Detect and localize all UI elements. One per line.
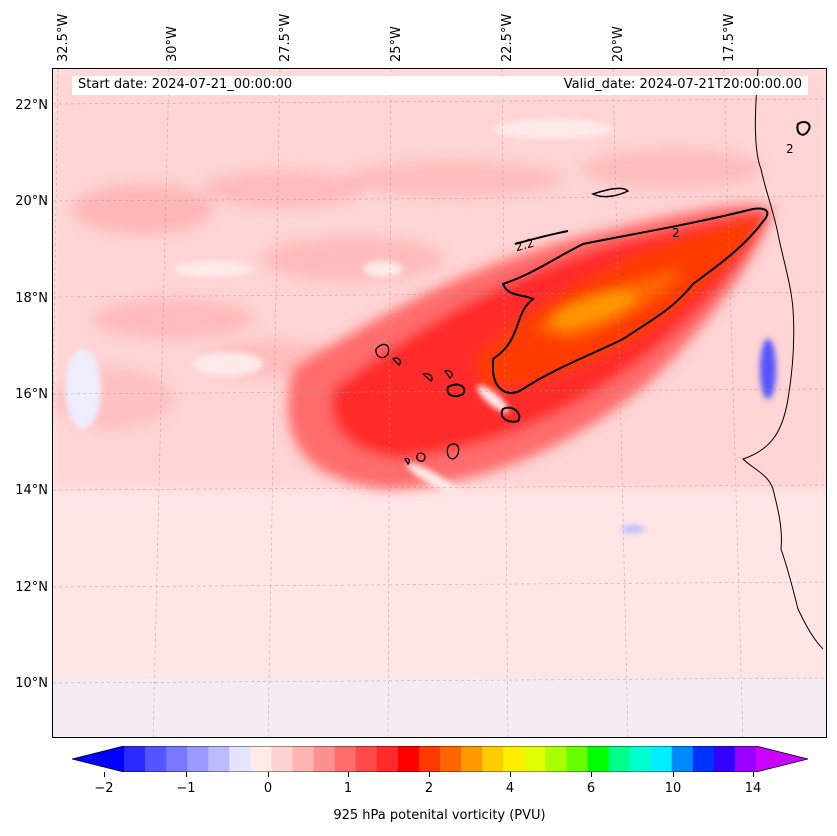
- lat-label: 10°N: [15, 676, 48, 691]
- colorbar-tick: −2: [94, 781, 114, 796]
- pv-contour-2-north: [591, 187, 630, 198]
- lat-label: 12°N: [15, 580, 48, 595]
- field-light-band: [53, 679, 826, 737]
- start-date: Start date: 2024-07-21_00:00:00: [78, 77, 293, 92]
- colorbar-swatch: [250, 746, 272, 772]
- colorbar-swatch: [229, 746, 251, 772]
- lat-label: 20°N: [15, 194, 48, 209]
- colorbar-swatch: [671, 746, 694, 772]
- colorbar-swatch: [524, 746, 546, 772]
- colorbar-swatch: [292, 746, 315, 772]
- colorbar-extend-high: [756, 746, 808, 772]
- pv-contour-2-small: [514, 230, 569, 245]
- colorbar-swatch: [187, 746, 209, 772]
- colorbar-tick-mark: [591, 772, 592, 777]
- colorbar-swatch: [313, 746, 336, 772]
- lon-label: 32.5°W: [56, 13, 71, 62]
- lat-label: 16°N: [15, 387, 48, 402]
- colorbar-swatch: [440, 746, 462, 772]
- lon-label: 27.5°W: [278, 13, 293, 62]
- colorbar-swatch: [545, 746, 567, 772]
- colorbar-swatch: [376, 746, 399, 772]
- valid-date: Valid_date: 2024-07-21T20:00:00.00: [563, 77, 802, 92]
- colorbar-tick: 14: [744, 781, 762, 796]
- colorbar-tick: 10: [664, 781, 682, 796]
- colorbar-swatch: [397, 746, 420, 772]
- lon-label: 17.5°W: [722, 13, 737, 62]
- cape-verde-islands: [375, 343, 460, 466]
- colorbar-tick: 1: [343, 781, 353, 796]
- colorbar-tick-mark: [268, 772, 269, 777]
- field-light-streaks: [65, 119, 613, 429]
- pv-contour-2-island: [446, 383, 466, 398]
- colorbar-tick-mark: [753, 772, 754, 777]
- colorbar-tick: 6: [586, 781, 596, 796]
- colorbar-swatch: [355, 746, 378, 772]
- colorbar-swatch: [734, 746, 757, 772]
- colorbar-swatch: [566, 746, 588, 772]
- colorbar-swatch: [208, 746, 230, 772]
- contour-label: 2: [786, 142, 794, 156]
- lat-label: 18°N: [15, 291, 48, 306]
- colorbar-swatch: [124, 746, 146, 772]
- colorbar-tick: 0: [263, 781, 273, 796]
- colorbar-swatch: [503, 746, 525, 772]
- colorbar-tick: 4: [505, 781, 515, 796]
- colorbar-swatch: [713, 746, 736, 772]
- colorbar-swatch: [461, 746, 483, 772]
- colorbar-tick-mark: [510, 772, 511, 777]
- colorbar-swatch: [629, 746, 652, 772]
- colorbar-label: 925 hPa potenital vorticity (PVU): [333, 808, 546, 823]
- pv-field-map: [53, 69, 826, 737]
- pv-contour-2: [492, 207, 769, 394]
- contour-label: 2: [672, 226, 680, 240]
- lon-label: 30°W: [165, 26, 180, 62]
- colorbar-swatch: [145, 746, 167, 772]
- map-panel[interactable]: [52, 68, 827, 738]
- gridlines: [53, 69, 826, 737]
- colorbar-swatch: [418, 746, 441, 772]
- colorbar-tick-mark: [673, 772, 674, 777]
- lat-label: 14°N: [15, 483, 48, 498]
- colorbar-extend-low: [72, 746, 124, 772]
- colorbar-swatch: [587, 746, 610, 772]
- africa-coastline: [742, 69, 824, 650]
- colorbar-swatch: [482, 746, 504, 772]
- lat-label: 22°N: [15, 98, 48, 113]
- colorbar-swatch: [271, 746, 294, 772]
- lon-label: 22.5°W: [500, 13, 515, 62]
- lon-label: 25°W: [389, 26, 404, 62]
- field-gap-streaks: [406, 339, 776, 533]
- colorbar-swatch: [334, 746, 357, 772]
- colorbar-tick-mark: [348, 772, 349, 777]
- colorbar-tick-mark: [104, 772, 105, 777]
- lon-label: 20°W: [611, 26, 626, 62]
- date-info-bar: Start date: 2024-07-21_00:00:00 Valid_da…: [72, 76, 808, 95]
- colorbar-swatch: [692, 746, 715, 772]
- pv-strong-band: [287, 205, 773, 489]
- colorbar-swatch: [608, 746, 631, 772]
- pv-contour-2-ne: [796, 121, 811, 136]
- colorbar-tick-mark: [429, 772, 430, 777]
- pv-contour-2-island: [500, 406, 521, 423]
- colorbar-swatch: [166, 746, 188, 772]
- colorbar-tick-mark: [186, 772, 187, 777]
- colorbar-tick: −1: [176, 781, 196, 796]
- colorbar-swatch: [650, 746, 673, 772]
- colorbar-tick: 2: [424, 781, 434, 796]
- colorbar: [72, 746, 808, 772]
